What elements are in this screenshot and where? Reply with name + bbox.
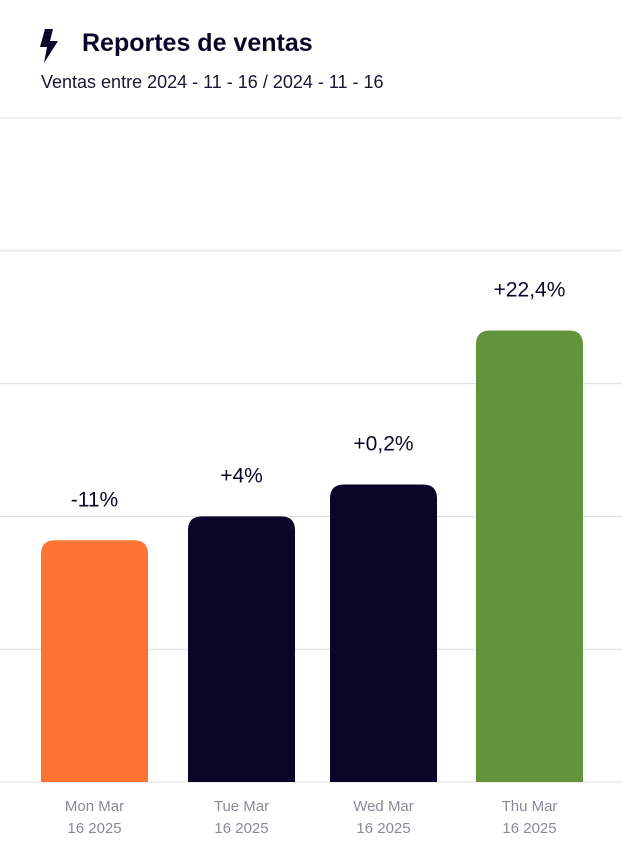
bolt-icon (40, 29, 58, 63)
chart-header: Reportes de ventas Ventas entre 2024 - 1… (0, 0, 622, 110)
x-tick-label-3: Wed Mar 16 2025 (353, 798, 414, 837)
data-label-3: +0,2% (353, 433, 413, 456)
bar-2[interactable] (188, 516, 295, 782)
date-range-subtitle: Ventas entre 2024 - 11 - 16 / 2024 - 11 … (41, 72, 384, 92)
chart-title: Reportes de ventas (82, 29, 313, 57)
data-label-2: +4% (220, 464, 263, 487)
x-tick-label-1: Mon Mar 16 2025 (65, 798, 124, 837)
bar-3[interactable] (330, 484, 437, 782)
bar-4[interactable] (476, 330, 583, 782)
data-label-4: +22,4% (494, 278, 566, 301)
x-tick-label-2: Tue Mar 16 2025 (214, 798, 269, 837)
data-label-1: -11% (71, 488, 118, 511)
x-tick-label-4: Thu Mar 16 2025 (502, 798, 558, 837)
bar-1[interactable] (41, 540, 148, 782)
